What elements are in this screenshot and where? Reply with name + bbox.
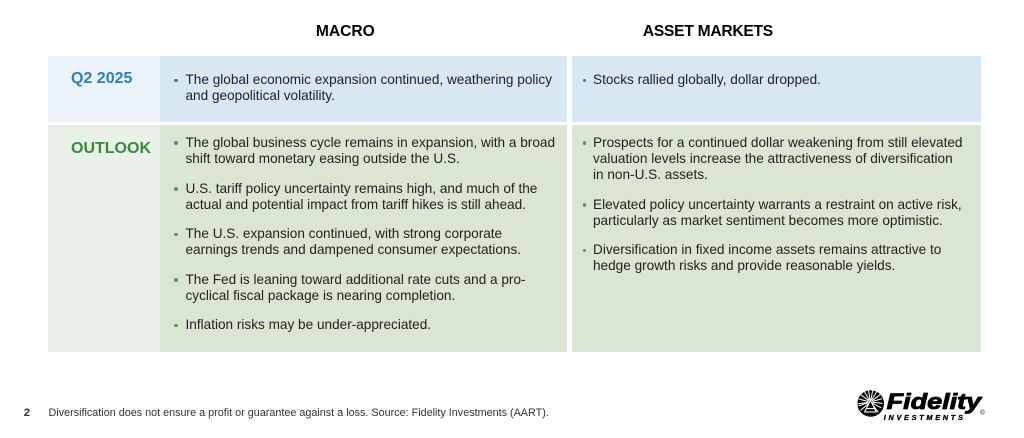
svg-text:Fidelity: Fidelity xyxy=(887,389,984,414)
svg-text:®: ® xyxy=(980,409,985,416)
svg-text:INVESTMENTS: INVESTMENTS xyxy=(884,413,966,422)
